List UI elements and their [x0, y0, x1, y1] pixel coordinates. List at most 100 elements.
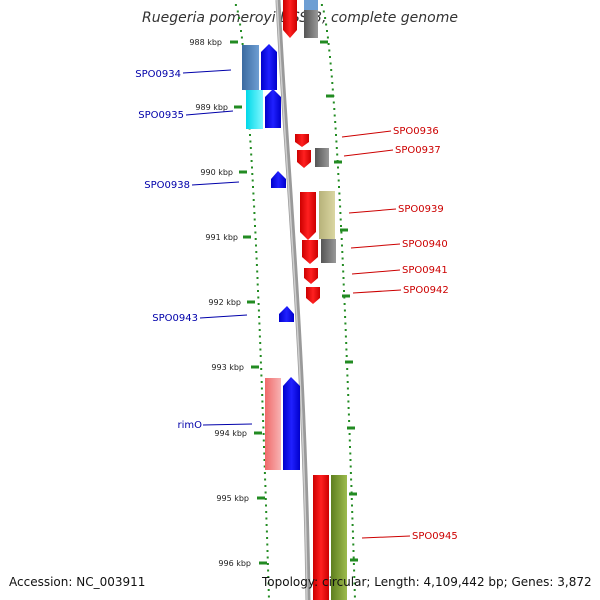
ring-dot: [347, 394, 350, 396]
ring-dot: [333, 108, 336, 110]
ring-dot: [346, 387, 349, 390]
gene-label-SPO0935: SPO0935: [138, 110, 184, 121]
ring-dot: [340, 225, 342, 227]
ring-dot: [262, 433, 265, 435]
ring-dot: [265, 530, 268, 533]
gene-label-SPO0937: SPO0937: [395, 145, 441, 156]
ring-dot: [351, 504, 353, 507]
gene-label-SPO0943: SPO0943: [152, 313, 198, 324]
ring-dot: [339, 218, 342, 221]
ring-dot: [337, 166, 339, 169]
ring-dot: [265, 511, 268, 513]
ring-dot: [256, 277, 259, 279]
tick-label: 994 kbp: [214, 429, 247, 438]
ring-dot: [265, 517, 268, 520]
ring-dot: [341, 257, 344, 260]
gene-arrow-SPO0934: [261, 44, 277, 90]
ring-dot: [348, 439, 351, 442]
genome-backbone-highlight: [276, 0, 308, 600]
ring-dot: [240, 36, 243, 39]
ring-dot: [255, 251, 258, 253]
ring-dot: [332, 101, 335, 104]
ring-dot: [325, 23, 328, 26]
ring-dot: [260, 374, 263, 377]
ring-dot: [335, 147, 338, 149]
gene-label-rimO: rimO: [177, 420, 202, 431]
ring-dot: [263, 472, 266, 474]
ring-dot: [340, 231, 343, 234]
ring-dot: [261, 407, 264, 409]
ring-dot: [256, 270, 259, 273]
ring-dot: [334, 121, 337, 123]
ring-dot: [352, 556, 355, 559]
ring-dot: [265, 504, 267, 507]
ring-dot: [264, 478, 267, 481]
ring-dot: [350, 478, 353, 481]
gene-label-SPO0939: SPO0939: [398, 204, 444, 215]
gene-feature-SPO0934-cog: [242, 45, 259, 90]
ring-dot: [326, 30, 328, 32]
ring-dot: [267, 576, 270, 578]
ring-dot: [349, 465, 352, 468]
ring-dot: [324, 17, 327, 19]
ring-dot: [267, 595, 270, 598]
ring-dot: [267, 582, 270, 585]
ring-dot: [352, 550, 355, 552]
ring-dot: [343, 303, 346, 305]
ring-dot: [252, 199, 255, 201]
gene-arrow-SPO0938: [271, 171, 286, 188]
label-connector: [351, 269, 401, 275]
ring-dot: [339, 205, 342, 208]
tick-label: 995 kbp: [216, 494, 249, 503]
ring-dot: [266, 550, 269, 552]
ring-dot: [346, 368, 349, 370]
ring-dot: [330, 69, 333, 71]
ring-dot: [331, 82, 334, 84]
label-connector: [185, 110, 234, 116]
ring-dot: [333, 114, 336, 117]
tick-label: 992 kbp: [208, 298, 241, 307]
accession-text: Accession: NC_003911: [9, 575, 146, 589]
ring-dot: [252, 192, 255, 195]
gene-arrow-SPO0943: [279, 306, 294, 322]
ring-dot: [340, 238, 343, 240]
label-connector: [348, 208, 397, 214]
gene-label-SPO0940: SPO0940: [402, 239, 448, 250]
ring-dot: [254, 225, 256, 227]
ring-dot: [257, 309, 260, 312]
ring-dot: [329, 56, 331, 58]
tick-label: 989 kbp: [195, 103, 228, 112]
ring-dot: [353, 569, 356, 572]
ring-dot: [251, 179, 254, 182]
ring-dot: [336, 153, 339, 156]
gene-label-SPO0945: SPO0945: [412, 531, 458, 542]
ring-dot: [254, 238, 257, 240]
outer-tick-marks: [320, 40, 358, 562]
ring-dot: [341, 244, 343, 247]
ring-dot: [259, 355, 262, 357]
ring-dot: [350, 498, 353, 500]
ring-dot: [264, 485, 267, 487]
label-connector: [343, 149, 394, 157]
ring-dot: [260, 387, 263, 390]
ring-dot: [347, 413, 350, 416]
ring-dot: [338, 186, 340, 188]
ring-dot: [253, 218, 256, 221]
topology-text: Topology: circular; Length: 4,109,442 bp…: [262, 575, 592, 589]
genome-backbone: [275, 0, 311, 600]
gene-arrow-rimO: [283, 377, 300, 470]
gene-feature-SPO0940-cog: [321, 239, 336, 263]
ring-dot: [338, 199, 341, 201]
label-connector: [182, 69, 232, 74]
ring-dot: [349, 472, 352, 474]
ring-dot: [258, 316, 261, 318]
gene-label-SPO0936: SPO0936: [393, 126, 439, 137]
gene-arrow-SPO0942: [306, 287, 320, 304]
label-connector: [352, 289, 402, 294]
ring-dot: [351, 530, 354, 533]
ring-dot: [337, 179, 340, 182]
ring-dot: [342, 283, 345, 286]
ring-dot: [249, 147, 252, 149]
ring-dot: [236, 10, 239, 13]
